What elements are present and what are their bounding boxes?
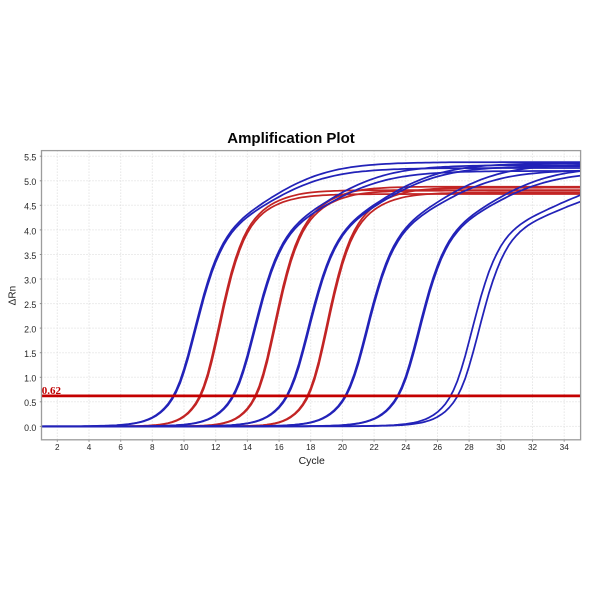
svg-text:0.62: 0.62 <box>42 385 62 397</box>
svg-text:3.5: 3.5 <box>24 251 36 261</box>
svg-text:34: 34 <box>560 443 570 452</box>
svg-text:26: 26 <box>433 443 443 452</box>
svg-text:ΔRn: ΔRn <box>7 286 18 305</box>
svg-text:0.5: 0.5 <box>24 398 36 408</box>
svg-text:12: 12 <box>211 443 221 452</box>
svg-text:10: 10 <box>179 443 189 452</box>
svg-text:3.0: 3.0 <box>24 275 36 285</box>
svg-text:32: 32 <box>528 443 538 452</box>
svg-text:8: 8 <box>150 443 155 452</box>
svg-text:16: 16 <box>275 443 285 452</box>
svg-text:4.0: 4.0 <box>24 226 36 236</box>
svg-text:24: 24 <box>401 443 411 452</box>
svg-text:20: 20 <box>338 443 348 452</box>
svg-text:1.0: 1.0 <box>24 374 36 384</box>
svg-text:Amplification Plot: Amplification Plot <box>227 130 355 147</box>
svg-text:18: 18 <box>306 443 316 452</box>
svg-text:4: 4 <box>87 443 92 452</box>
svg-text:5.5: 5.5 <box>24 153 36 163</box>
svg-text:6: 6 <box>118 443 123 452</box>
svg-text:28: 28 <box>465 443 475 452</box>
svg-text:1.5: 1.5 <box>24 349 36 359</box>
svg-text:2.0: 2.0 <box>24 325 36 335</box>
svg-text:2.5: 2.5 <box>24 300 36 310</box>
svg-text:22: 22 <box>370 443 380 452</box>
svg-text:2: 2 <box>55 443 60 452</box>
svg-text:Cycle: Cycle <box>299 455 325 467</box>
svg-text:5.0: 5.0 <box>24 177 36 187</box>
svg-text:4.5: 4.5 <box>24 202 36 212</box>
svg-text:0.0: 0.0 <box>24 423 36 433</box>
svg-text:14: 14 <box>243 443 253 452</box>
svg-text:30: 30 <box>496 443 506 452</box>
